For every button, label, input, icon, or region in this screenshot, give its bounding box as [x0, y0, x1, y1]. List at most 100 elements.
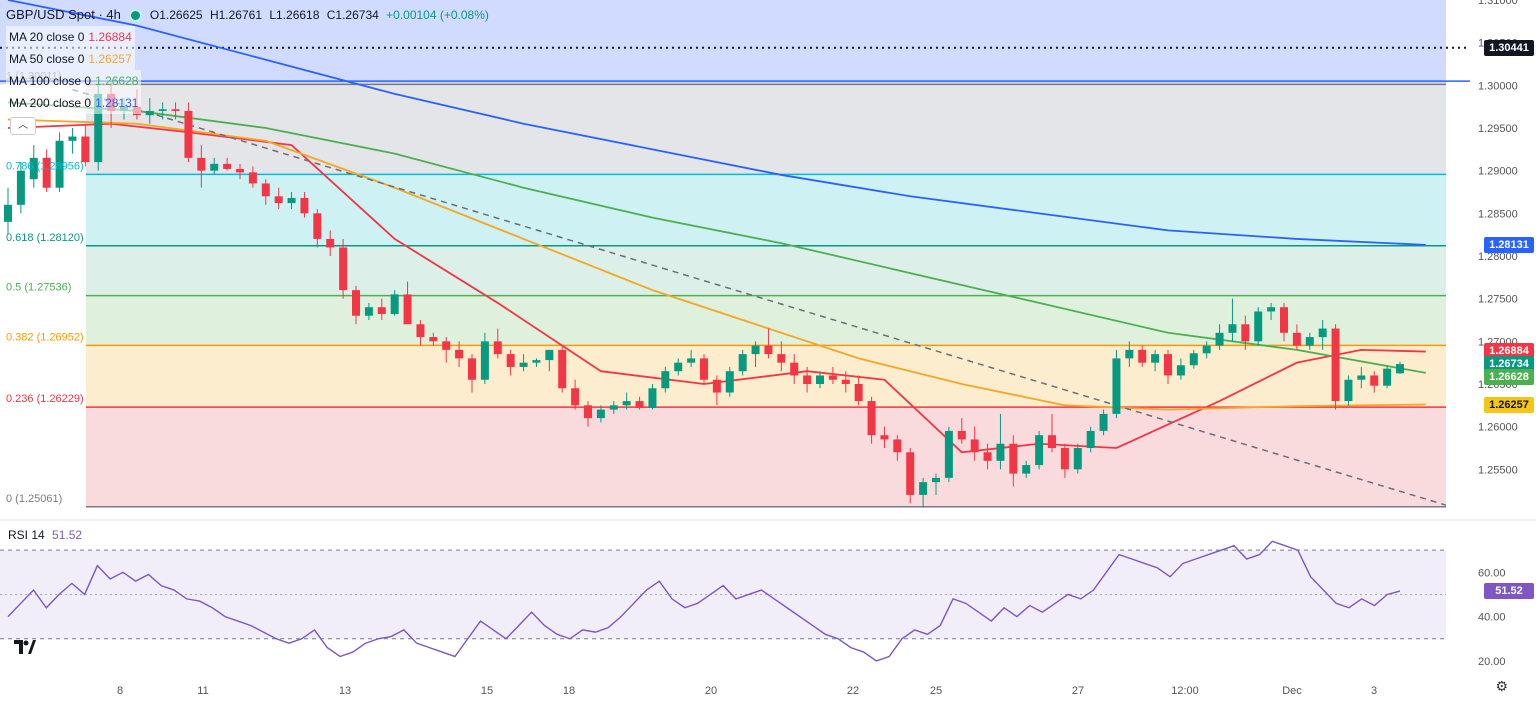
- candle-body: [1073, 448, 1082, 470]
- fib-label: 0.786 (1.28956): [6, 160, 84, 172]
- candle-body: [841, 379, 850, 384]
- candle-body: [738, 354, 747, 372]
- candle-body: [313, 213, 322, 239]
- y-tick-label: 1.30000: [1478, 80, 1518, 92]
- fib-label: 0.618 (1.28120): [6, 232, 84, 244]
- candle-body: [158, 109, 167, 111]
- ohlc-values: O1.26625 H1.26761 L1.26618 C1.26734 +0.0…: [150, 4, 493, 26]
- candle-body: [480, 341, 489, 380]
- candle-body: [1215, 332, 1224, 346]
- ma20-value: 1.26884: [88, 30, 132, 44]
- ma200-label: MA 200 close 0: [9, 96, 92, 110]
- candle-body: [274, 196, 283, 204]
- candle-body: [171, 109, 180, 111]
- y-tick-label: 1.28000: [1478, 251, 1518, 263]
- candle-body: [390, 294, 399, 315]
- legend: GBP/USD Spot · 4h O1.26625 H1.26761 L1.2…: [6, 4, 493, 114]
- candle-body: [68, 136, 77, 141]
- candle-body: [261, 183, 270, 197]
- ma100-value: 1.26628: [95, 74, 139, 88]
- change-value: +0.00104 (+0.08%): [386, 8, 489, 22]
- symbol-row: GBP/USD Spot · 4h O1.26625 H1.26761 L1.2…: [6, 4, 493, 26]
- candle-body: [519, 362, 528, 367]
- candle-body: [1022, 465, 1031, 474]
- candle-body: [1267, 307, 1276, 312]
- price-tag: 1.26628: [1484, 369, 1534, 386]
- candle-body: [442, 341, 451, 350]
- ma100-legend[interactable]: MA 100 close 0 1.26628: [6, 70, 493, 92]
- y-tick-label: 1.26000: [1478, 422, 1518, 434]
- rsi-value: 51.52: [52, 528, 83, 542]
- candle-body: [468, 358, 476, 380]
- fib-zone: [86, 245, 1446, 296]
- candle-body: [1318, 328, 1327, 338]
- candle-body: [661, 371, 670, 389]
- ma200-legend[interactable]: MA 200 close 0 1.28131: [6, 92, 493, 114]
- candle-body: [609, 405, 618, 410]
- candle-body: [1228, 324, 1237, 333]
- candle-body: [1151, 354, 1160, 363]
- ma200-value: 1.28131: [95, 96, 139, 110]
- candle-body: [455, 349, 464, 359]
- x-tick-label: 8: [117, 685, 123, 697]
- ma20-legend[interactable]: MA 20 close 0 1.26884: [6, 26, 493, 48]
- ma50-legend[interactable]: MA 50 close 0 1.26257: [6, 48, 493, 70]
- gear-icon[interactable]: ⚙: [1495, 678, 1508, 694]
- candle-body: [197, 157, 206, 171]
- trendline: [72, 88, 1447, 506]
- x-tick-label: 11: [197, 685, 208, 697]
- candle-body: [828, 375, 837, 380]
- candle-body: [712, 379, 721, 393]
- rsi-legend[interactable]: RSI 14 51.52: [8, 528, 82, 542]
- candle-body: [1125, 349, 1134, 359]
- candle-body: [145, 110, 154, 116]
- candle-body: [364, 307, 373, 316]
- candle-body: [893, 439, 902, 453]
- ma20-label: MA 20 close 0: [9, 30, 85, 44]
- candle-body: [983, 452, 992, 461]
- candle-body: [596, 409, 605, 419]
- fib-label: 0.382 (1.26952): [6, 331, 84, 343]
- x-tick-label: 20: [705, 685, 717, 697]
- candle-body: [957, 430, 966, 440]
- candle-body: [1370, 375, 1379, 386]
- candle-body: [1241, 324, 1250, 342]
- candle-body: [1048, 435, 1056, 448]
- x-tick-label: 12:00: [1171, 685, 1199, 697]
- x-tick-label: 3: [1371, 685, 1377, 697]
- x-tick-label: Dec: [1282, 685, 1302, 697]
- ma50-label: MA 50 close 0: [9, 52, 85, 66]
- ma50-value: 1.26257: [88, 52, 132, 66]
- candle-body: [81, 136, 90, 163]
- tradingview-logo-icon[interactable]: [14, 640, 36, 659]
- candle-body: [1176, 365, 1185, 376]
- y-tick-label: 1.27500: [1478, 294, 1518, 306]
- fib-zone: [86, 407, 1446, 507]
- candle-body: [403, 294, 412, 325]
- chevron-up-icon[interactable]: ︿: [10, 117, 36, 135]
- candle-body: [94, 93, 103, 163]
- candle-body: [700, 358, 708, 380]
- candle-body: [854, 384, 863, 402]
- candle-body: [339, 247, 348, 291]
- candle-body: [674, 362, 683, 372]
- horizontal-lines: [0, 46, 1470, 82]
- symbol-title[interactable]: GBP/USD Spot · 4h: [6, 7, 121, 22]
- fib-zone: [86, 84, 1446, 175]
- price-tag: 1.26257: [1484, 396, 1534, 413]
- candlesticks: [4, 81, 1404, 508]
- candle-body: [558, 349, 567, 389]
- candle-body: [790, 362, 799, 376]
- close-value: C1.26734: [326, 8, 379, 22]
- price-tag: 1.26734: [1484, 356, 1534, 373]
- candle-body: [326, 238, 335, 248]
- y-tick-label: 1.31000: [1478, 0, 1518, 7]
- price-tag: 1.26884: [1484, 343, 1534, 360]
- rsi-pane: 60.00 40.00 20.00: [0, 540, 1506, 668]
- candle-body: [648, 388, 657, 408]
- ma-line: [7, 101, 1426, 374]
- candle-body: [867, 401, 876, 436]
- ma-line: [7, 0, 1426, 246]
- candle-body: [1292, 332, 1301, 346]
